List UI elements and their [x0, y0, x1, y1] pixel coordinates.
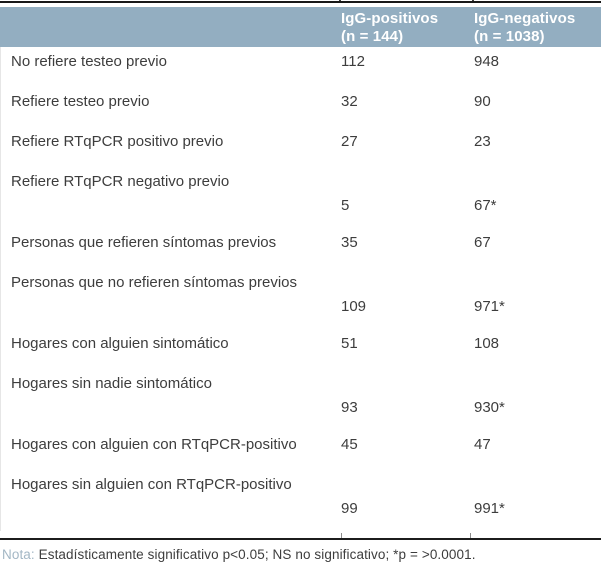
row-label: Personas que refieren síntomas previos — [11, 234, 277, 251]
table-row: Hogares sin nadie sintomático 93 930* — [1, 369, 601, 430]
table-row: Refiere RTqPCR negativo previo 5 67* — [1, 167, 601, 228]
table-row: Refiere testeo previo 32 90 — [1, 87, 601, 127]
row-label: Hogares con alguien sintomático — [11, 335, 229, 352]
table-header-row: IgG-positivos (n = 144) IgG-negativos (n… — [0, 7, 601, 47]
header-spacer — [11, 10, 341, 47]
table-row: Personas que no refieren síntomas previo… — [1, 268, 601, 329]
value-igg-positivos: 93 — [341, 399, 358, 416]
table-row: Hogares sin alguien con RTqPCR-positivo … — [1, 470, 601, 531]
column-header-n: (n = 144) — [341, 28, 404, 45]
value-igg-positivos: 99 — [341, 500, 358, 517]
value-igg-positivos: 5 — [341, 197, 350, 214]
table-row: Refiere RTqPCR positivo previo 27 23 — [1, 127, 601, 167]
column-border-remnant — [341, 533, 342, 538]
value-igg-negativos: 67* — [474, 197, 497, 214]
value-igg-negativos: 930* — [474, 399, 505, 416]
table-row: Personas que refieren síntomas previos 3… — [1, 228, 601, 268]
table-row: Hogares con alguien sintomático 51 108 — [1, 329, 601, 369]
value-igg-negativos: 948 — [474, 53, 500, 70]
row-label: Hogares con alguien con RTqPCR-positivo — [11, 436, 297, 453]
value-igg-negativos: 971* — [474, 298, 505, 315]
value-igg-negativos: 90 — [474, 93, 491, 110]
column-border-remnant — [470, 533, 471, 538]
cropped-top-border — [0, 0, 601, 7]
row-label: Refiere testeo previo — [11, 93, 150, 110]
table-bottom-rule — [0, 538, 601, 540]
column-header-n: (n = 1038) — [474, 28, 545, 45]
note-text: Estadísticamente significativo p<0.05; N… — [34, 547, 476, 562]
value-igg-positivos: 27 — [341, 133, 358, 150]
table-top-rule — [0, 1, 601, 3]
value-igg-negativos: 47 — [474, 436, 491, 453]
row-label: Hogares sin nadie sintomático — [11, 375, 212, 392]
table-bottom-border — [0, 531, 601, 540]
column-header-label: IgG-positivos — [341, 10, 439, 27]
column-header-igg-positivos: IgG-positivos (n = 144) — [341, 10, 474, 47]
value-igg-positivos: 112 — [341, 53, 365, 70]
row-label: Hogares sin alguien con RTqPCR-positivo — [11, 476, 292, 493]
value-igg-positivos: 51 — [341, 335, 358, 352]
row-label: Refiere RTqPCR positivo previo — [11, 133, 224, 150]
table-body: No refiere testeo previo 112 948 Refiere… — [0, 47, 601, 531]
column-header-igg-negativos: IgG-negativos (n = 1038) — [474, 10, 601, 47]
note-label: Nota: — [2, 547, 35, 562]
value-igg-positivos: 109 — [341, 298, 367, 315]
row-label: No refiere testeo previo — [11, 53, 167, 70]
row-label: Personas que no refieren síntomas previo… — [11, 274, 297, 291]
table-row: Hogares con alguien con RTqPCR-positivo … — [1, 430, 601, 470]
row-label: Refiere RTqPCR negativo previo — [11, 173, 230, 190]
table-note: Nota: Estadísticamente significativo p<0… — [0, 540, 605, 562]
value-igg-positivos: 45 — [341, 436, 358, 453]
column-header-label: IgG-negativos — [474, 10, 576, 27]
value-igg-negativos: 67 — [474, 234, 491, 251]
value-igg-negativos: 991* — [474, 500, 505, 517]
value-igg-positivos: 32 — [341, 93, 358, 110]
value-igg-negativos: 23 — [474, 133, 491, 150]
table-row: No refiere testeo previo 112 948 — [1, 47, 601, 87]
value-igg-positivos: 35 — [341, 234, 358, 251]
value-igg-negativos: 108 — [474, 335, 500, 352]
